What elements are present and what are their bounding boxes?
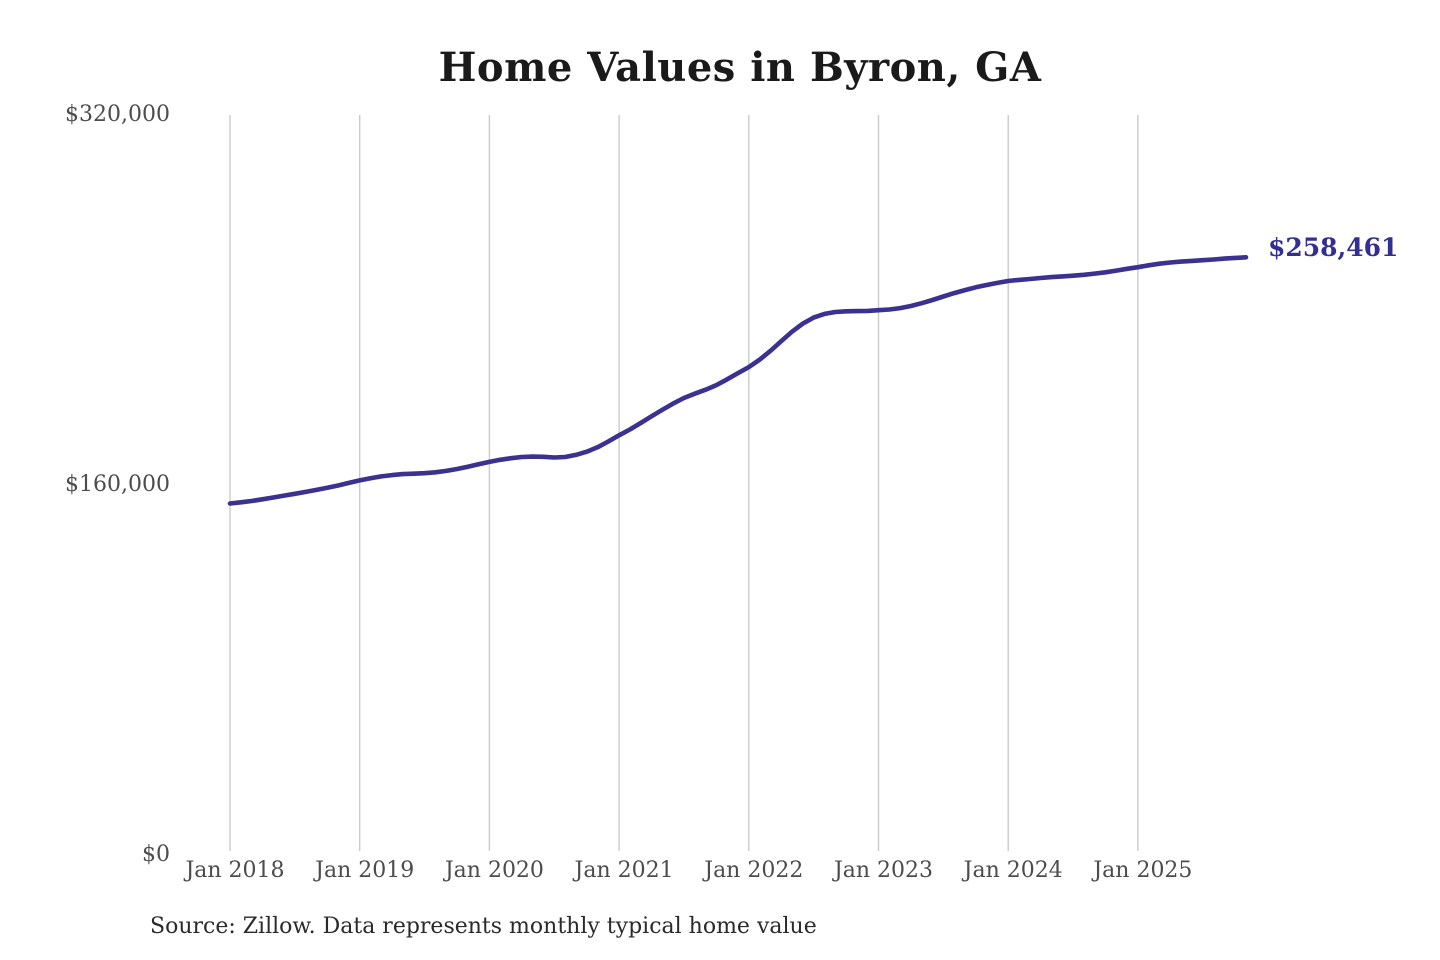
latest-value-label: $258,461 <box>1267 233 1399 263</box>
y-tick-label: $0 <box>142 842 170 867</box>
chart-title: Home Values in Byron, GA <box>438 44 1042 91</box>
x-tick-label: Jan 2025 <box>1093 858 1193 883</box>
x-tick-label: Jan 2021 <box>574 858 674 883</box>
y-tick-label: $320,000 <box>65 102 170 127</box>
x-tick-label: Jan 2020 <box>444 858 544 883</box>
y-tick-label: $160,000 <box>65 472 170 497</box>
x-tick-label: Jan 2018 <box>185 858 285 883</box>
source-note: Source: Zillow. Data represents monthly … <box>150 914 817 939</box>
x-tick-label: Jan 2023 <box>833 858 934 883</box>
home-value-line <box>227 254 1249 506</box>
x-tick-label: Jan 2022 <box>704 858 804 883</box>
x-tick-label: Jan 2024 <box>963 858 1063 883</box>
x-tick-label: Jan 2019 <box>315 858 415 883</box>
